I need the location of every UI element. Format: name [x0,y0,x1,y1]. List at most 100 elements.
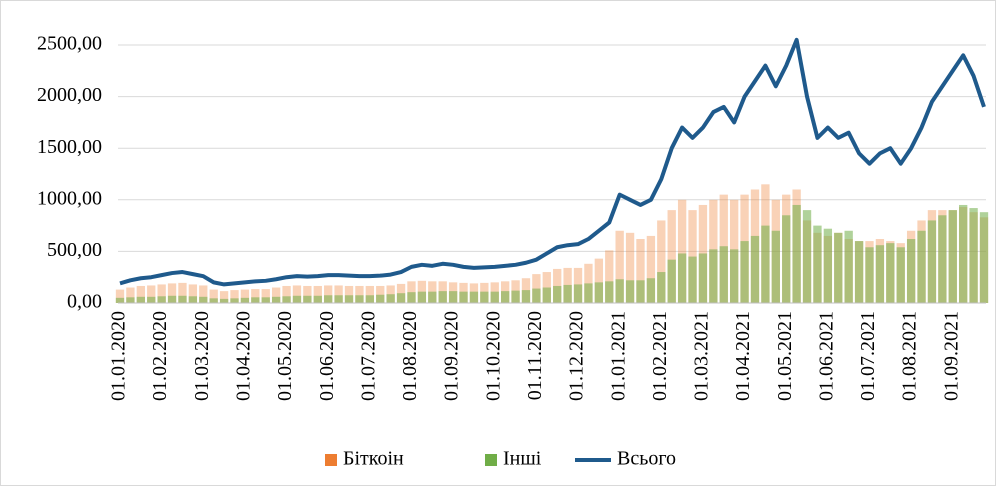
bar [188,284,198,303]
bar [365,295,374,303]
x-tick-label: 01.04.2021 [732,311,754,401]
bar [188,296,198,303]
bar [969,208,978,303]
bar [553,285,562,303]
bar [126,287,135,303]
bar [979,212,989,303]
bar [490,291,499,303]
x-tick-label: 01.07.2021 [857,311,879,401]
bar [532,288,541,303]
bar [927,220,937,303]
legend-swatch [325,454,337,466]
bar [646,278,656,303]
bar [313,295,322,303]
bar [261,289,270,303]
bar [625,280,635,303]
bar [719,246,728,303]
bar [157,296,166,303]
bar [167,283,177,303]
y-tick-label: 2500,00 [37,33,102,55]
bar [136,296,145,303]
bar [271,296,281,303]
bar [938,215,947,303]
y-tick-label: 0,00 [67,291,102,313]
legend-label: Біткоін [343,448,404,470]
bar [438,291,447,303]
bar [657,220,666,303]
bar [771,230,780,303]
x-tick-label: 01.06.2020 [316,311,338,401]
y-tick-label: 500,00 [47,239,102,261]
bar [251,289,260,303]
bar [396,293,406,303]
bar [199,296,208,303]
bar [334,285,343,303]
bar [219,298,229,303]
bar [865,247,874,303]
line [119,37,986,287]
bar [584,283,593,303]
bar [688,256,697,303]
bar [147,285,156,303]
bar [469,291,479,303]
bar [948,210,957,303]
bar [844,230,853,303]
legend-swatch [485,454,497,466]
bar [126,297,135,303]
bar [209,289,218,303]
bar [157,284,166,303]
x-tick-label: 01.02.2021 [649,311,671,401]
bar [730,249,739,303]
bar [636,239,645,303]
x-tick-label: 01.01.2021 [607,311,629,401]
bar [251,297,260,303]
x-tick-label: 01.01.2020 [108,311,130,401]
bar [178,282,187,303]
bar [261,297,270,303]
bar [500,291,510,303]
bar [324,285,333,303]
bar [521,290,531,303]
bar [740,241,749,303]
bar [240,297,250,303]
bar [615,279,624,303]
bar [615,230,624,303]
bar [594,258,604,303]
bar [480,291,489,303]
bar [709,249,718,303]
bar [355,285,364,303]
bar [959,204,968,303]
bar [625,232,635,303]
bar [677,199,687,303]
bar [407,292,416,303]
bar [605,281,614,303]
bar [917,230,926,303]
x-tick-label: 01.08.2020 [399,311,421,401]
bar [376,294,385,303]
x-tick-label: 01.08.2021 [899,311,921,401]
bar [334,295,343,303]
bar [230,290,239,303]
x-tick-label: 01.12.2020 [566,311,588,401]
y-tick-label: 1000,00 [37,187,102,209]
x-tick-label: 01.06.2021 [815,311,837,401]
bar [834,232,843,303]
bar [303,285,312,303]
x-tick-label: 01.09.2020 [441,311,463,401]
bar [813,225,822,303]
bar [428,291,437,303]
bar [199,285,208,303]
bar [886,243,895,303]
bar [344,285,354,303]
bar [667,210,676,303]
x-tick-label: 01.02.2020 [149,311,171,401]
bar [417,291,427,303]
bar [698,253,708,303]
bar [365,285,374,303]
bar [563,284,572,303]
x-tick-label: 01.05.2020 [274,311,296,401]
x-tick-label: 01.07.2020 [357,311,379,401]
bar [542,287,551,303]
bar [896,247,905,303]
